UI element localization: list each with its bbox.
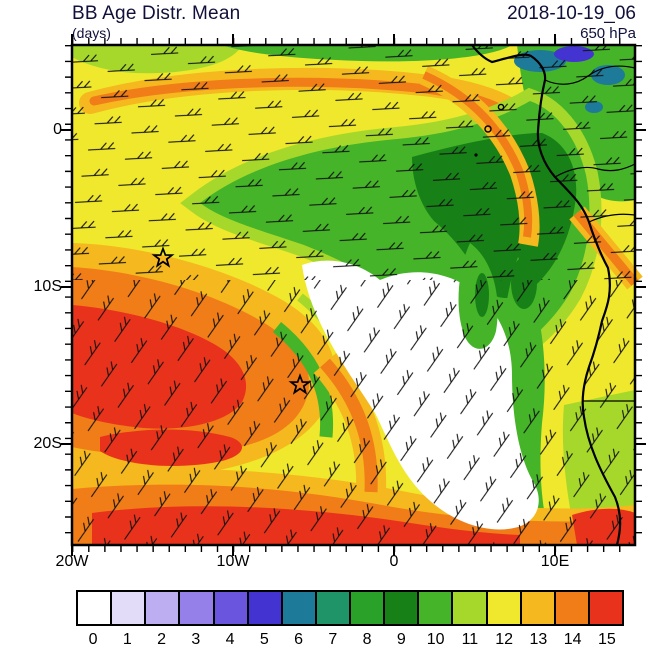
colorbar-label: 13	[529, 631, 548, 648]
y-axis-label: 20S	[33, 435, 62, 452]
plot-datetime: 2018-10-19_06	[507, 3, 636, 24]
colorbar-labels: 0 1 2 3 4 5 6 7 8 9 10 11 12 13 14 15	[76, 631, 624, 649]
star-marker	[151, 246, 175, 268]
coastline	[470, 43, 636, 547]
colorbar-cell	[110, 592, 145, 624]
colorbar-label: 10	[426, 631, 445, 648]
country-border	[554, 163, 636, 178]
colorbar-cell	[417, 592, 452, 624]
x-axis-label: 10W	[216, 553, 250, 570]
plot-units: (days)	[72, 25, 111, 41]
star-markers	[151, 246, 312, 395]
colorbar-label: 9	[396, 631, 406, 648]
colorbar-label: 11	[461, 631, 479, 648]
colorbar-label: 12	[495, 631, 514, 648]
colorbar-label: 5	[259, 631, 269, 648]
colorbar-cell	[144, 592, 179, 624]
colorbar-label: 15	[597, 631, 616, 648]
colorbar-label: 6	[294, 631, 304, 648]
y-axis-label: 10S	[33, 278, 62, 295]
x-axis-label: 0	[389, 553, 399, 570]
star-marker	[288, 373, 312, 395]
colorbar-label: 4	[225, 631, 235, 648]
wind-barbs-overlay	[72, 45, 635, 545]
colorbar-cell	[246, 592, 281, 624]
colorbar-cell	[314, 592, 349, 624]
country-border	[544, 65, 636, 85]
colorbar-cell	[451, 592, 486, 624]
colorbar-label: 7	[328, 631, 338, 648]
colorbar-cell	[349, 592, 384, 624]
map-canvas	[61, 34, 646, 556]
colorbar-cell	[553, 592, 588, 624]
colorbar-label: 3	[191, 631, 201, 648]
country-border	[588, 213, 636, 223]
map	[61, 34, 646, 556]
frame-and-ticks	[61, 34, 646, 556]
y-axis-label: 0	[53, 121, 62, 138]
colorbar-cell	[485, 592, 520, 624]
x-axis-label: 10E	[540, 553, 570, 570]
colorbar	[76, 590, 624, 626]
plot-title: BB Age Distr. Mean	[72, 3, 241, 24]
island-outline	[484, 125, 492, 133]
colorbar-cell	[280, 592, 315, 624]
colorbar-label: 8	[362, 631, 372, 648]
colorbar-label: 14	[563, 631, 582, 648]
x-axis-label: 20W	[55, 553, 89, 570]
colorbar-cell	[587, 592, 622, 624]
colorbar-wrap: 0 1 2 3 4 5 6 7 8 9 10 11 12 13 14 15	[76, 590, 624, 649]
plot-level: 650 hPa	[580, 25, 636, 42]
colorbar-cell	[212, 592, 247, 624]
colorbar-label: 2	[157, 631, 167, 648]
colorbar-cell	[178, 592, 213, 624]
colorbar-label: 0	[88, 631, 98, 648]
island-outline	[497, 103, 505, 111]
colorbar-cell	[383, 592, 418, 624]
island-dot	[474, 153, 478, 157]
colorbar-cell	[78, 592, 111, 624]
colorbar-cell	[519, 592, 554, 624]
colorbar-label: 1	[122, 631, 132, 648]
